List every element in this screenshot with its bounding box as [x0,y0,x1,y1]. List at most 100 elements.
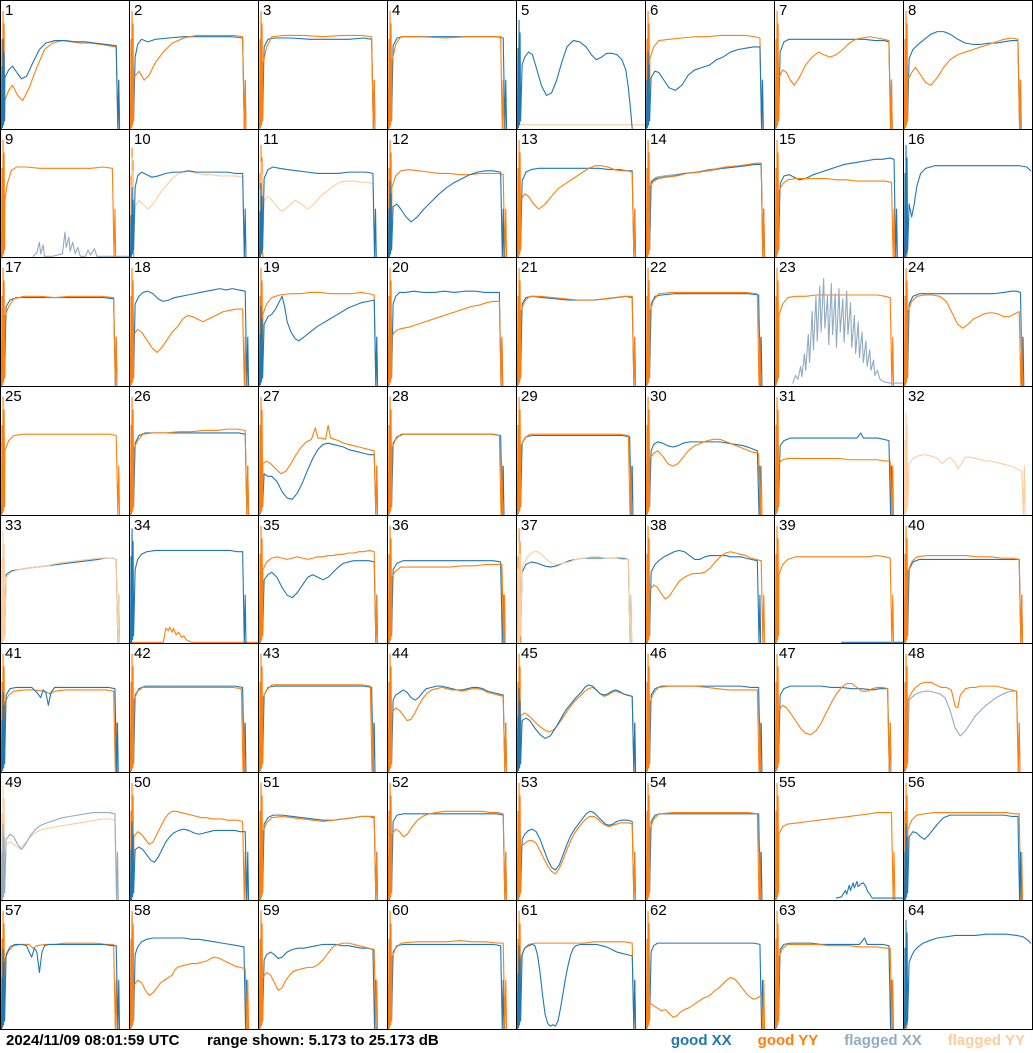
curve-goodYY [389,11,504,128]
curve-goodYY [647,11,764,128]
curve-goodXX [260,38,375,129]
cell-number: 58 [134,902,151,920]
plot-cell-36[interactable]: 36 [388,515,517,645]
bandpass-plot [388,130,516,258]
plot-cell-32[interactable]: 32 [904,386,1033,516]
cell-number: 32 [908,387,925,405]
plot-cell-8[interactable]: 8 [904,1,1033,130]
plot-cell-4[interactable]: 4 [388,1,517,130]
curve-goodXX [2,688,119,772]
plot-cell-6[interactable]: 6 [646,1,775,130]
bandpass-plot [904,1,1032,129]
plot-cell-42[interactable]: 42 [130,644,259,773]
plot-cell-50[interactable]: 50 [130,772,259,902]
plot-cell-29[interactable]: 29 [517,386,646,516]
plot-cell-20[interactable]: 20 [388,258,517,387]
cell-number: 46 [650,645,667,663]
plot-cell-28[interactable]: 28 [388,386,517,516]
plot-cell-12[interactable]: 12 [388,129,517,259]
plot-cell-21[interactable]: 21 [517,258,646,387]
plot-cell-10[interactable]: 10 [130,129,259,259]
cell-number: 5 [521,2,530,19]
plot-cell-1[interactable]: 1 [1,1,130,130]
plot-cell-41[interactable]: 41 [1,644,130,773]
plot-cell-64[interactable]: 64 [904,901,1033,1030]
plot-cell-38[interactable]: 38 [646,515,775,645]
curve-goodXX [2,298,117,386]
bandpass-plot [775,1,903,129]
curve-goodYY [131,268,246,385]
plot-cell-25[interactable]: 25 [1,386,130,516]
plot-cell-60[interactable]: 60 [388,901,517,1030]
plot-cell-39[interactable]: 39 [775,515,904,645]
plot-cell-43[interactable]: 43 [259,644,388,773]
plot-cell-31[interactable]: 31 [775,386,904,516]
plot-cell-2[interactable]: 2 [130,1,259,130]
curve-goodYY [905,654,1020,771]
plot-cell-34[interactable]: 34 [130,515,259,645]
plot-cell-11[interactable]: 11 [259,129,388,259]
plot-cell-7[interactable]: 7 [775,1,904,130]
plot-cell-46[interactable]: 46 [646,644,775,773]
plot-cell-27[interactable]: 27 [259,386,388,516]
bandpass-plot [259,644,387,772]
legend: good XX good YY flagged XX flagged YY [671,1032,1025,1049]
plot-cell-51[interactable]: 51 [259,772,388,902]
plot-cell-33[interactable]: 33 [1,515,130,645]
plot-cell-3[interactable]: 3 [259,1,388,130]
plot-cell-52[interactable]: 52 [388,772,517,902]
plot-cell-57[interactable]: 57 [1,901,130,1030]
plot-cell-48[interactable]: 48 [904,644,1033,773]
plot-cell-17[interactable]: 17 [1,258,130,387]
plot-cell-13[interactable]: 13 [517,129,646,259]
plot-cell-22[interactable]: 22 [646,258,775,387]
bandpass-plot [388,258,516,386]
curve-goodYY [905,11,1022,128]
plot-cell-62[interactable]: 62 [646,901,775,1030]
curve-flaggedYY [2,531,120,643]
bandpass-plot [646,773,774,901]
plot-cell-9[interactable]: 9 [1,129,130,259]
plot-cell-45[interactable]: 45 [517,644,646,773]
plot-cell-47[interactable]: 47 [775,644,904,773]
plot-cell-26[interactable]: 26 [130,386,259,516]
plot-cell-49[interactable]: 49 [1,772,130,902]
plot-cell-56[interactable]: 56 [904,772,1033,902]
plot-cell-37[interactable]: 37 [517,515,646,645]
bandpass-plot [904,644,1032,772]
curve-goodYY [905,783,1023,900]
plot-cell-35[interactable]: 35 [259,515,388,645]
plot-cell-58[interactable]: 58 [130,901,259,1030]
plot-cell-44[interactable]: 44 [388,644,517,773]
plot-cell-53[interactable]: 53 [517,772,646,902]
plot-cell-15[interactable]: 15 [775,129,904,259]
plot-cell-55[interactable]: 55 [775,772,904,902]
cell-number: 39 [779,516,796,534]
plot-cell-24[interactable]: 24 [904,258,1033,387]
bandpass-plot-grid: 1 2 3 4 5 6 7 8 9 10 11 12 13 14 15 16 17 18 19 20 21 22 23 24 2… [0,0,1033,1030]
bandpass-plot [517,258,645,386]
cell-number: 57 [5,902,22,920]
cell-number: 55 [779,773,796,791]
cell-number: 50 [134,773,151,791]
curve-goodXX [905,815,1022,901]
plot-cell-5[interactable]: 5 [517,1,646,130]
bandpass-plot [130,516,258,644]
plot-cell-23[interactable]: 23 [775,258,904,387]
plot-cell-54[interactable]: 54 [646,772,775,902]
plot-cell-63[interactable]: 63 [775,901,904,1030]
plot-cell-16[interactable]: 16 [904,129,1033,259]
status-bar: 2024/11/09 08:01:59 UTC range shown: 5.1… [0,1030,1033,1053]
plot-cell-40[interactable]: 40 [904,515,1033,645]
plot-cell-14[interactable]: 14 [646,129,775,259]
plot-cell-61[interactable]: 61 [517,901,646,1030]
bandpass-plot [130,387,258,515]
curve-goodXX [260,815,378,901]
plot-cell-19[interactable]: 19 [259,258,388,387]
bandpass-plot [259,1,387,129]
plot-cell-30[interactable]: 30 [646,386,775,516]
bandpass-plot [388,901,516,1029]
plot-cell-59[interactable]: 59 [259,901,388,1030]
plot-cell-18[interactable]: 18 [130,258,259,387]
curve-goodYY [776,11,893,128]
